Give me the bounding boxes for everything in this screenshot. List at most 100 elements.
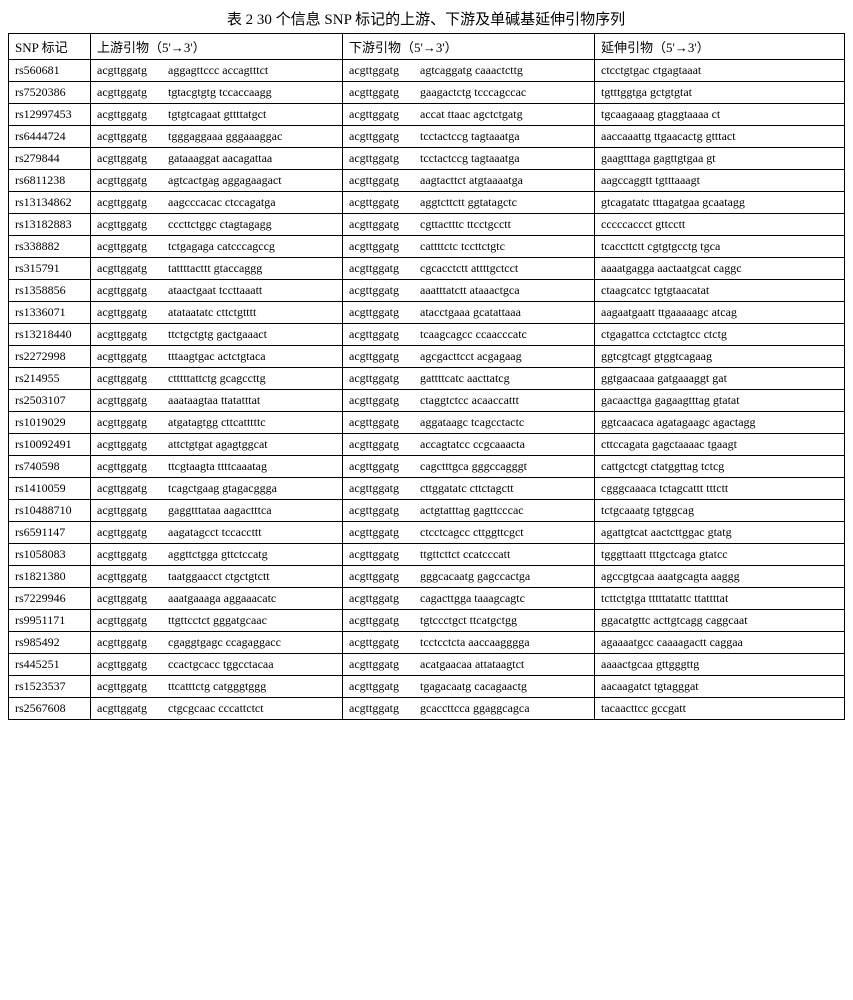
table-row: rs13182883acgttggatg cccttctggc ctagtaga…	[9, 214, 845, 236]
cell-ext: ggtcaacaca agatagaagc agactagg	[595, 412, 845, 434]
tag-prefix: acgttggatg	[97, 525, 165, 540]
cell-down: acgttggatg cgttactttc ttcctgcctt	[343, 214, 595, 236]
tag-prefix: acgttggatg	[97, 503, 165, 518]
cell-snp: rs279844	[9, 148, 91, 170]
cell-ext: ggtgaacaaa gatgaaaggt gat	[595, 368, 845, 390]
cell-ext: cgggcaaaca tctagcattt tttctt	[595, 478, 845, 500]
cell-snp: rs338882	[9, 236, 91, 258]
cell-snp: rs560681	[9, 60, 91, 82]
cell-down: acgttggatg acatgaacaa attataagtct	[343, 654, 595, 676]
table-row: rs315791acgttggatg tattttacttt gtaccaggg…	[9, 258, 845, 280]
tag-prefix: acgttggatg	[97, 635, 165, 650]
cell-down: acgttggatg aaatttatctt ataaactgca	[343, 280, 595, 302]
cell-ext: ctcctgtgac ctgagtaaat	[595, 60, 845, 82]
tag-prefix: acgttggatg	[349, 283, 417, 298]
tag-prefix: acgttggatg	[97, 591, 165, 606]
cell-down: acgttggatg cattttctc tccttctgtc	[343, 236, 595, 258]
tag-prefix: acgttggatg	[97, 173, 165, 188]
tag-prefix: acgttggatg	[97, 107, 165, 122]
table-row: rs1358856acgttggatg ataactgaat tccttaaat…	[9, 280, 845, 302]
cell-down: acgttggatg tcctcctcta aaccaagggga	[343, 632, 595, 654]
cell-ext: aaaatgagga aactaatgcat caggc	[595, 258, 845, 280]
cell-up: acgttggatg agtcactgag aggagaagact	[91, 170, 343, 192]
col-down: 下游引物（5'→3'）	[343, 34, 595, 60]
tag-prefix: acgttggatg	[97, 217, 165, 232]
cell-down: acgttggatg tcaagcagcc ccaacccatc	[343, 324, 595, 346]
cell-up: acgttggatg ttctgctgtg gactgaaact	[91, 324, 343, 346]
cell-down: acgttggatg tgagacaatg cacagaactg	[343, 676, 595, 698]
cell-snp: rs6811238	[9, 170, 91, 192]
cell-up: acgttggatg tttaagtgac actctgtaca	[91, 346, 343, 368]
cell-snp: rs315791	[9, 258, 91, 280]
tag-prefix: acgttggatg	[349, 547, 417, 562]
cell-down: acgttggatg aggataagc tcagcctactc	[343, 412, 595, 434]
table-body: rs560681acgttggatg aggagttccc accagtttct…	[9, 60, 845, 720]
cell-down: acgttggatg tcctactccg tagtaaatga	[343, 148, 595, 170]
cell-down: acgttggatg agcgacttcct acgagaag	[343, 346, 595, 368]
tag-prefix: acgttggatg	[97, 415, 165, 430]
tag-prefix: acgttggatg	[349, 635, 417, 650]
cell-snp: rs7520386	[9, 82, 91, 104]
table-row: rs12997453acgttggatg tgtgtcagaat gttttat…	[9, 104, 845, 126]
cell-snp: rs1358856	[9, 280, 91, 302]
tag-prefix: acgttggatg	[349, 107, 417, 122]
cell-up: acgttggatg ctttttattctg gcagccttg	[91, 368, 343, 390]
table-row: rs6811238acgttggatg agtcactgag aggagaaga…	[9, 170, 845, 192]
cell-ext: gtcagatatc tttagatgaa gcaatagg	[595, 192, 845, 214]
cell-up: acgttggatg tgtgtcagaat gttttatgct	[91, 104, 343, 126]
cell-snp: rs7229946	[9, 588, 91, 610]
tag-prefix: acgttggatg	[97, 459, 165, 474]
tag-prefix: acgttggatg	[349, 239, 417, 254]
cell-up: acgttggatg tattttacttt gtaccaggg	[91, 258, 343, 280]
cell-up: acgttggatg cgaggtgagc ccagaggacc	[91, 632, 343, 654]
cell-snp: rs6591147	[9, 522, 91, 544]
cell-ext: ggacatgttc acttgtcagg caggcaat	[595, 610, 845, 632]
cell-up: acgttggatg atataatatc cttctgtttt	[91, 302, 343, 324]
tag-prefix: acgttggatg	[97, 569, 165, 584]
cell-snp: rs985492	[9, 632, 91, 654]
table-row: rs9951171acgttggatg ttgttcctct gggatgcaa…	[9, 610, 845, 632]
cell-snp: rs1019029	[9, 412, 91, 434]
tag-prefix: acgttggatg	[97, 679, 165, 694]
cell-up: acgttggatg aggagttccc accagtttct	[91, 60, 343, 82]
tag-prefix: acgttggatg	[349, 393, 417, 408]
col-up: 上游引物（5'→3'）	[91, 34, 343, 60]
table-row: rs2272998acgttggatg tttaagtgac actctgtac…	[9, 346, 845, 368]
cell-down: acgttggatg accagtatcc ccgcaaacta	[343, 434, 595, 456]
table-row: rs1821380acgttggatg taatggaacct ctgctgtc…	[9, 566, 845, 588]
tag-prefix: acgttggatg	[97, 129, 165, 144]
tag-prefix: acgttggatg	[97, 327, 165, 342]
table-row: rs338882acgttggatg tctgagaga catcccagccg…	[9, 236, 845, 258]
cell-ext: aacaagatct tgtagggat	[595, 676, 845, 698]
tag-prefix: acgttggatg	[97, 305, 165, 320]
table-caption: 表 2 30 个信息 SNP 标记的上游、下游及单碱基延伸引物序列	[8, 8, 844, 29]
tag-prefix: acgttggatg	[97, 547, 165, 562]
cell-up: acgttggatg ccactgcacc tggcctacaa	[91, 654, 343, 676]
table-row: rs6591147acgttggatg aagatagcct tccaccttt…	[9, 522, 845, 544]
cell-up: acgttggatg tgggaggaaa gggaaaggac	[91, 126, 343, 148]
cell-down: acgttggatg cagacttgga taaagcagtc	[343, 588, 595, 610]
table-row: rs13134862acgttggatg aagcccacac ctccagat…	[9, 192, 845, 214]
cell-down: acgttggatg cgcacctctt attttgctcct	[343, 258, 595, 280]
table-row: rs214955acgttggatg ctttttattctg gcagcctt…	[9, 368, 845, 390]
cell-down: acgttggatg tgtccctgct ttcatgctgg	[343, 610, 595, 632]
cell-snp: rs2567608	[9, 698, 91, 720]
header-row: SNP 标记 上游引物（5'→3'） 下游引物（5'→3'） 延伸引物（5'→3…	[9, 34, 845, 60]
cell-down: acgttggatg ctaggtctcc acaaccattt	[343, 390, 595, 412]
tag-prefix: acgttggatg	[349, 173, 417, 188]
cell-up: acgttggatg attctgtgat agagtggcat	[91, 434, 343, 456]
tag-prefix: acgttggatg	[97, 283, 165, 298]
cell-ext: cccccaccct gttcctt	[595, 214, 845, 236]
cell-up: acgttggatg cccttctggc ctagtagagg	[91, 214, 343, 236]
cell-down: acgttggatg actgtatttag gagttcccac	[343, 500, 595, 522]
cell-up: acgttggatg ttcgtaagta ttttcaaatag	[91, 456, 343, 478]
cell-ext: tgtttggtga gctgtgtat	[595, 82, 845, 104]
cell-ext: ctaagcatcc tgtgtaacatat	[595, 280, 845, 302]
tag-prefix: acgttggatg	[349, 129, 417, 144]
cell-down: acgttggatg gaagactctg tcccagccac	[343, 82, 595, 104]
cell-down: acgttggatg aagtacttct atgtaaaatga	[343, 170, 595, 192]
tag-prefix: acgttggatg	[97, 481, 165, 496]
cell-snp: rs10092491	[9, 434, 91, 456]
table-row: rs13218440acgttggatg ttctgctgtg gactgaaa…	[9, 324, 845, 346]
cell-up: acgttggatg tgtacgtgtg tccaccaagg	[91, 82, 343, 104]
